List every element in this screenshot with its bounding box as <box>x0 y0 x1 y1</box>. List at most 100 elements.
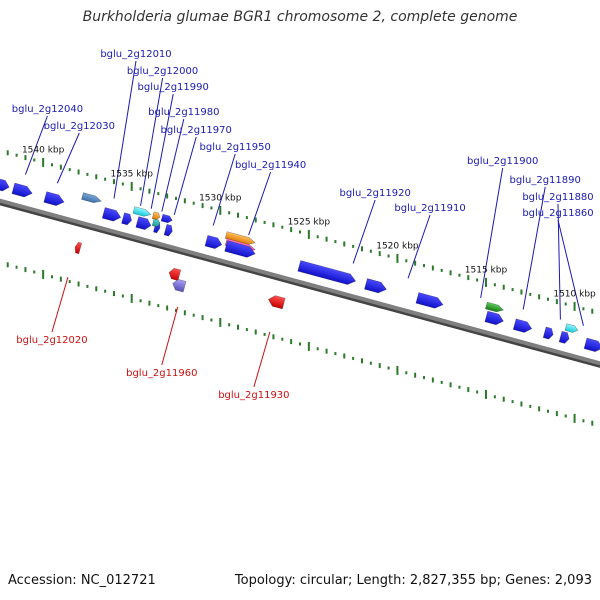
gene-arrow[interactable] <box>267 294 286 310</box>
gene-arrow[interactable] <box>415 292 445 310</box>
gene-arrow[interactable] <box>542 326 554 340</box>
reverse-gene-label[interactable]: bglu_2g11960 <box>126 368 197 379</box>
forward-gene-label[interactable]: bglu_2g11940 <box>235 160 306 171</box>
gene-arrow[interactable] <box>512 318 533 334</box>
forward-gene-label[interactable]: bglu_2g11970 <box>161 125 232 136</box>
kbp-scale-labels: 1540 kbp 1535 kbp 1530 kbp 1525 kbp 1520 kbp… <box>22 145 596 299</box>
leader-line <box>352 199 376 264</box>
gene-feature[interactable] <box>151 218 161 228</box>
scale-label: 1510 kbp <box>553 289 596 299</box>
gene-feature[interactable] <box>485 301 504 313</box>
forward-gene-label[interactable]: bglu_2g11950 <box>200 142 271 153</box>
gene-feature[interactable] <box>168 267 182 281</box>
forward-gene-label[interactable]: bglu_2g12010 <box>100 49 171 60</box>
gene-feature[interactable] <box>224 231 256 247</box>
gene-arrow[interactable] <box>485 301 504 313</box>
forward-gene-label[interactable]: bglu_2g11980 <box>148 107 219 118</box>
gene-arrow[interactable] <box>135 216 153 231</box>
gene-features[interactable] <box>0 177 600 399</box>
gene-arrow[interactable] <box>121 212 133 226</box>
gene-feature[interactable] <box>484 310 505 326</box>
leader-line <box>212 153 236 226</box>
gene-arrow[interactable] <box>11 182 34 199</box>
forward-gene-label[interactable]: bglu_2g11920 <box>339 188 410 199</box>
gene-arrow[interactable] <box>364 278 387 295</box>
gene-arrow[interactable] <box>484 310 505 326</box>
gene-feature[interactable] <box>583 337 600 353</box>
gene-feature[interactable] <box>151 211 161 221</box>
gene-feature[interactable] <box>0 177 11 193</box>
gene-feature[interactable] <box>558 330 570 344</box>
gene-feature[interactable] <box>564 323 579 334</box>
forward-gene-label[interactable]: bglu_2g12030 <box>44 121 115 132</box>
leader-line <box>51 276 69 333</box>
scale-label: 1520 kbp <box>376 241 419 251</box>
gene-arrow[interactable] <box>132 206 152 218</box>
gene-arrow[interactable] <box>151 211 161 221</box>
scale-label: 1535 kbp <box>111 169 154 179</box>
gene-arrow[interactable] <box>74 241 83 255</box>
forward-gene-label[interactable]: bglu_2g11900 <box>467 156 538 167</box>
forward-gene-label[interactable]: bglu_2g12040 <box>12 104 83 115</box>
gene-labels[interactable]: bglu_2g12040 bglu_2g12030 bglu_2g12010bglu… <box>12 49 594 401</box>
gene-feature[interactable] <box>101 207 122 222</box>
backbone-line <box>0 198 600 366</box>
gene-arrow[interactable] <box>224 240 257 259</box>
forward-gene-label[interactable]: bglu_2g11880 <box>522 192 593 203</box>
map-title: Burkholderia glumae BGR1 chromosome 2, c… <box>82 9 518 25</box>
gene-feature[interactable] <box>163 223 174 237</box>
gene-arrow[interactable] <box>204 234 223 250</box>
forward-gene-label[interactable]: bglu_2g11910 <box>394 203 465 214</box>
gene-feature[interactable] <box>121 212 133 226</box>
forward-gene-label[interactable]: bglu_2g11860 <box>522 208 593 219</box>
leader-line <box>24 115 48 175</box>
forward-gene-label[interactable]: bglu_2g11990 <box>138 82 209 93</box>
accession-text: Accession: NC_012721 <box>8 573 156 588</box>
leader-line <box>480 167 504 299</box>
gene-feature[interactable] <box>204 234 223 250</box>
gene-feature[interactable] <box>297 260 357 286</box>
gene-feature[interactable] <box>364 278 387 295</box>
gene-feature[interactable] <box>132 206 152 218</box>
gene-feature[interactable] <box>542 326 554 340</box>
gene-arrow[interactable] <box>168 267 182 281</box>
reverse-gene-label[interactable]: bglu_2g12020 <box>16 335 87 346</box>
gene-feature[interactable] <box>267 294 286 310</box>
gene-feature[interactable] <box>74 241 83 255</box>
scale-label: 1525 kbp <box>288 217 331 227</box>
gene-arrow[interactable] <box>558 330 570 344</box>
leader-line <box>173 136 197 216</box>
gene-arrow[interactable] <box>224 231 256 247</box>
gene-feature[interactable] <box>81 192 103 205</box>
gene-arrow[interactable] <box>151 218 161 228</box>
gene-feature[interactable] <box>224 240 257 259</box>
leader-line <box>56 132 80 184</box>
forward-gene-label[interactable]: bglu_2g12000 <box>127 66 198 77</box>
gene-feature[interactable] <box>43 191 66 208</box>
scale-label: 1540 kbp <box>22 145 65 155</box>
gene-arrow[interactable] <box>171 278 187 293</box>
gene-arrow[interactable] <box>101 207 122 222</box>
gene-feature[interactable] <box>415 292 445 310</box>
gene-arrow[interactable] <box>43 191 66 208</box>
gene-arrow[interactable] <box>564 323 579 334</box>
gene-arrow[interactable] <box>583 337 600 353</box>
leader-line <box>407 214 431 279</box>
gene-feature[interactable] <box>135 216 153 231</box>
leader-line <box>150 93 174 209</box>
scale-label: 1515 kbp <box>465 265 508 275</box>
gene-arrow[interactable] <box>163 223 174 237</box>
reverse-gene-label[interactable]: bglu_2g11930 <box>218 390 289 401</box>
gene-arrow[interactable] <box>0 177 11 193</box>
gene-feature[interactable] <box>11 182 34 199</box>
gene-arrow[interactable] <box>297 260 357 286</box>
forward-gene-label[interactable]: bglu_2g11890 <box>510 175 581 186</box>
gene-arrow[interactable] <box>81 192 103 205</box>
kbp-tick-rows <box>6 150 594 426</box>
gene-feature[interactable] <box>512 318 533 334</box>
leader-line <box>522 186 546 310</box>
gene-feature[interactable] <box>171 278 187 293</box>
gene-arrow[interactable] <box>160 213 173 224</box>
gene-feature[interactable] <box>160 213 173 224</box>
